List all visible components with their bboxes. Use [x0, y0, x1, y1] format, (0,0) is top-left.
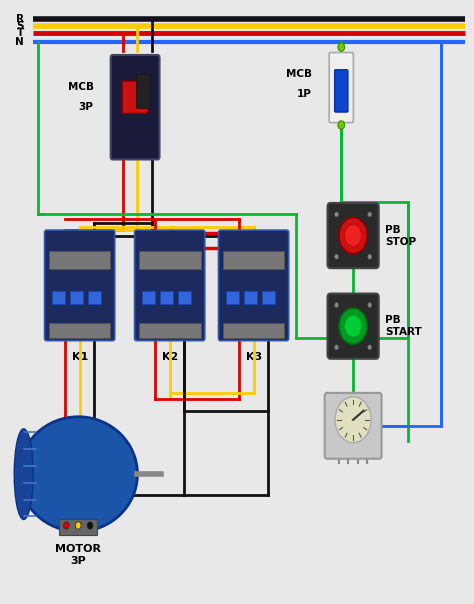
- Bar: [139, 251, 201, 269]
- Text: MOTOR: MOTOR: [55, 544, 101, 554]
- Ellipse shape: [14, 429, 33, 519]
- Circle shape: [345, 225, 362, 246]
- FancyBboxPatch shape: [328, 203, 379, 268]
- Ellipse shape: [19, 417, 137, 532]
- Circle shape: [338, 43, 345, 51]
- Bar: [262, 291, 275, 304]
- FancyBboxPatch shape: [328, 294, 379, 359]
- Circle shape: [339, 217, 367, 254]
- Bar: [226, 291, 239, 304]
- Text: 3P: 3P: [79, 102, 93, 112]
- Text: S: S: [16, 21, 24, 31]
- Text: R: R: [16, 14, 24, 24]
- Text: PB: PB: [385, 225, 401, 234]
- Text: 3P: 3P: [70, 556, 86, 566]
- Circle shape: [87, 522, 93, 529]
- Circle shape: [335, 345, 338, 350]
- Bar: [142, 291, 155, 304]
- Circle shape: [64, 522, 69, 529]
- FancyBboxPatch shape: [325, 393, 382, 459]
- Circle shape: [368, 345, 372, 350]
- Bar: [59, 519, 97, 535]
- FancyBboxPatch shape: [329, 53, 353, 123]
- Bar: [88, 291, 101, 304]
- Text: MCB: MCB: [68, 82, 93, 92]
- Text: 1P: 1P: [297, 89, 311, 99]
- Text: K1: K1: [72, 352, 88, 362]
- Text: PB: PB: [385, 315, 401, 325]
- Circle shape: [368, 212, 372, 217]
- Text: STOP: STOP: [385, 237, 417, 246]
- Circle shape: [335, 303, 338, 307]
- Bar: [223, 251, 284, 269]
- Circle shape: [75, 522, 81, 529]
- Circle shape: [368, 303, 372, 307]
- Circle shape: [335, 397, 371, 443]
- Text: N: N: [15, 37, 24, 47]
- FancyBboxPatch shape: [122, 81, 148, 114]
- Circle shape: [345, 315, 362, 337]
- Bar: [160, 291, 173, 304]
- Circle shape: [339, 308, 367, 344]
- Bar: [223, 323, 284, 338]
- Bar: [49, 251, 110, 269]
- FancyBboxPatch shape: [110, 55, 159, 159]
- FancyBboxPatch shape: [135, 230, 205, 341]
- Bar: [244, 291, 257, 304]
- Bar: [178, 291, 191, 304]
- Bar: [70, 291, 83, 304]
- Circle shape: [335, 254, 338, 259]
- FancyBboxPatch shape: [45, 230, 115, 341]
- FancyBboxPatch shape: [335, 69, 348, 112]
- Bar: [52, 291, 65, 304]
- Text: K3: K3: [246, 352, 262, 362]
- Text: T: T: [17, 28, 24, 38]
- Text: K2: K2: [162, 352, 178, 362]
- FancyBboxPatch shape: [219, 230, 289, 341]
- Text: START: START: [385, 327, 422, 337]
- Bar: [49, 323, 110, 338]
- FancyBboxPatch shape: [137, 74, 150, 109]
- Text: MCB: MCB: [286, 69, 311, 79]
- Circle shape: [368, 254, 372, 259]
- Circle shape: [338, 121, 345, 129]
- Circle shape: [335, 212, 338, 217]
- Bar: [139, 323, 201, 338]
